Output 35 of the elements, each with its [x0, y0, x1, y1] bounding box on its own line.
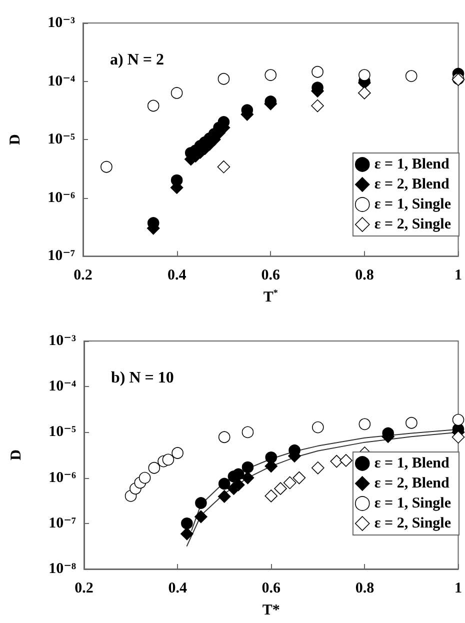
- x-tick-label: 0.8: [355, 580, 374, 596]
- legend-label: ε = 2, Blend: [374, 176, 450, 192]
- y-tick-label: 10⁻⁶: [48, 190, 76, 206]
- legend-label: ε = 1, Blend: [374, 456, 450, 472]
- x-tick-label: 0.6: [261, 268, 280, 284]
- text: a) N = 2: [110, 52, 164, 68]
- y-tick-label: 10⁻³: [48, 333, 76, 349]
- y-tick-label: 10⁻⁴: [48, 378, 76, 395]
- y-tick-label: 10⁻⁶: [48, 470, 76, 486]
- y-tick-label: 10⁻⁵: [48, 132, 76, 148]
- x-tick-label: 0.2: [74, 268, 92, 284]
- x-tick-label: 1: [454, 580, 462, 596]
- y-axis-title: D: [8, 449, 24, 460]
- y-tick-label: 10⁻³: [48, 15, 76, 31]
- x-axis-title: T*: [262, 602, 280, 618]
- text: b) N = 10: [111, 370, 174, 386]
- x-tick-label: 0.4: [167, 268, 187, 284]
- y-axis-title: D: [8, 134, 24, 145]
- legend-label: ε = 2, Single: [374, 216, 452, 232]
- y-tick-label: 10⁻⁸: [48, 561, 76, 577]
- y-tick-label: 10⁻⁴: [48, 73, 76, 90]
- x-axis-title: T*: [263, 288, 278, 306]
- legend-label: ε = 2, Blend: [374, 476, 450, 492]
- x-tick-label: 0.2: [74, 580, 94, 596]
- legend-label: ε = 1, Blend: [374, 156, 450, 172]
- legend-label: ε = 1, Single: [374, 196, 452, 212]
- x-tick-label: 1: [454, 268, 462, 284]
- y-tick-label: 10⁻⁵: [48, 424, 76, 440]
- x-tick-label: 0.6: [262, 580, 281, 596]
- x-tick-label: 0.4: [168, 580, 188, 596]
- x-tick-label: 0.8: [355, 268, 374, 284]
- y-tick-label: 10⁻⁷: [48, 515, 76, 532]
- y-tick-label: 10⁻⁷: [48, 248, 76, 264]
- legend-label: ε = 1, Single: [374, 496, 452, 512]
- legend-label: ε = 2, Single: [374, 516, 452, 532]
